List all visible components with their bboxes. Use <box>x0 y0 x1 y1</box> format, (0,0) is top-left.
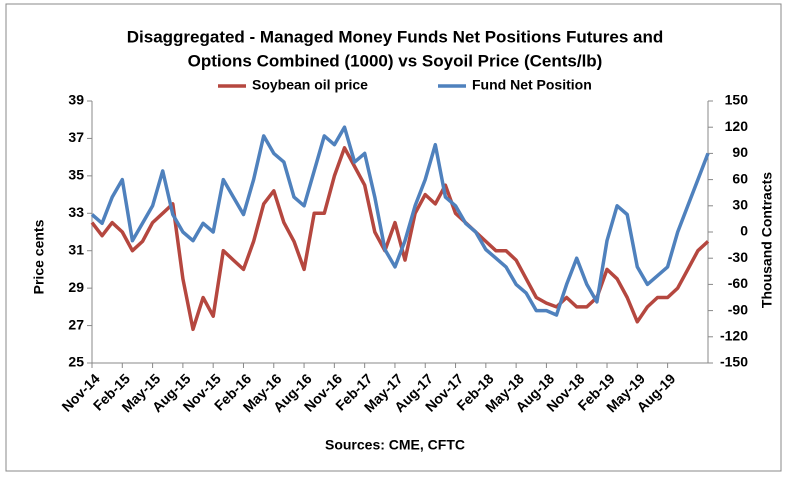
y-tick-label: 37 <box>68 129 84 145</box>
series-line <box>90 125 710 317</box>
y-tick-label: 39 <box>68 92 84 108</box>
y2-tick-label: 150 <box>725 92 749 108</box>
y-axis-label: Price cents <box>31 219 47 294</box>
chart-title: Disaggregated - Managed Money Funds Net … <box>127 27 664 46</box>
y2-tick-label: -60 <box>728 275 748 291</box>
y-tick-label: 33 <box>68 204 84 220</box>
y-tick-label: 31 <box>68 241 84 257</box>
y2-axis-label: Thousand Contracts <box>759 172 775 308</box>
y2-tick-label: -30 <box>728 249 748 265</box>
series-line <box>90 146 710 332</box>
legend-label: Soybean oil price <box>252 77 368 93</box>
source-note: Sources: CME, CFTC <box>325 437 465 453</box>
y-tick-label: 35 <box>68 167 84 183</box>
legend-label: Fund Net Position <box>472 77 592 93</box>
y-tick-label: 25 <box>68 354 84 370</box>
y2-tick-label: 90 <box>732 144 748 160</box>
y2-tick-label: -120 <box>720 328 748 344</box>
y-tick-label: 29 <box>68 279 84 295</box>
y-tick-label: 27 <box>68 316 84 332</box>
y2-tick-label: 120 <box>725 118 749 134</box>
y2-tick-label: 30 <box>732 197 748 213</box>
y2-tick-label: -90 <box>728 301 748 317</box>
y2-tick-label: 0 <box>740 223 748 239</box>
chart-subtitle: Options Combined (1000) vs Soyoil Price … <box>188 51 603 70</box>
y2-tick-label: -150 <box>720 354 748 370</box>
y2-tick-label: 60 <box>732 170 748 186</box>
